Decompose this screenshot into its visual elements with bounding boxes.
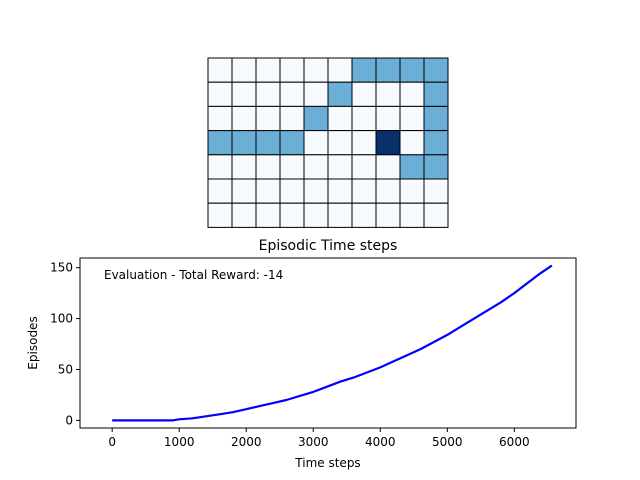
grid-cell-empty xyxy=(303,81,329,107)
series-line xyxy=(112,264,553,422)
grid-cell-path xyxy=(423,154,449,180)
y-tick-label: 100 xyxy=(50,312,73,326)
grid-cell-path xyxy=(423,105,449,132)
grid-cell-empty xyxy=(255,154,281,180)
grid-cell-empty xyxy=(231,105,257,132)
grid-cell-empty xyxy=(327,202,353,228)
grid-cell-empty xyxy=(231,81,257,107)
y-axis-ticks: 0 50 100 150 xyxy=(50,261,80,427)
grid-cell-empty xyxy=(399,105,425,132)
grid-cell-path xyxy=(207,130,233,156)
grid-cell-empty xyxy=(279,105,305,132)
plot-frame xyxy=(79,257,577,429)
grid-cell-empty xyxy=(375,105,401,132)
grid-cell-path xyxy=(399,57,425,83)
grid-cell-empty xyxy=(399,130,425,156)
grid-cell-empty xyxy=(327,178,353,204)
grid-cell-empty xyxy=(399,202,425,228)
grid-cell-path xyxy=(255,130,281,156)
grid-cell-path xyxy=(303,105,329,132)
grid-cell-empty xyxy=(207,105,233,132)
grid-cell-empty xyxy=(351,81,377,107)
grid-cell-empty xyxy=(351,178,377,204)
y-axis-label: Episodes xyxy=(26,316,40,369)
x-tick-label: 4000 xyxy=(365,435,396,449)
grid-cell-path xyxy=(351,57,377,83)
grid-cell-empty xyxy=(207,178,233,204)
reward-annotation: Evaluation - Total Reward: -14 xyxy=(104,268,283,282)
x-tick-label: 5000 xyxy=(432,435,463,449)
y-tick-label: 50 xyxy=(58,362,73,376)
grid-cell-path xyxy=(399,154,425,180)
grid-cell-empty xyxy=(423,202,449,228)
grid-cell-path xyxy=(423,130,449,156)
grid-cell-empty xyxy=(255,105,281,132)
grid-cell-empty xyxy=(399,81,425,107)
grid-cell-empty xyxy=(255,202,281,228)
grid-cell-empty xyxy=(327,154,353,180)
grid-cell-empty xyxy=(303,154,329,180)
grid-cell-empty xyxy=(255,178,281,204)
grid-cell-empty xyxy=(399,178,425,204)
grid-cell-empty xyxy=(207,154,233,180)
grid-cell-empty xyxy=(279,81,305,107)
grid-cell-empty xyxy=(375,202,401,228)
grid-cell-empty xyxy=(375,81,401,107)
grid-cell-empty xyxy=(351,130,377,156)
x-tick-label: 0 xyxy=(108,435,116,449)
x-tick-label: 1000 xyxy=(164,435,195,449)
grid-cell-empty xyxy=(423,178,449,204)
grid-cell-path xyxy=(279,130,305,156)
grid-cell-empty xyxy=(327,105,353,132)
grid-cell-empty xyxy=(303,57,329,83)
grid-cell-agent xyxy=(375,130,401,156)
grid-cell-empty xyxy=(303,178,329,204)
grid-cell-empty xyxy=(351,105,377,132)
x-axis-label: Time steps xyxy=(294,456,360,470)
x-tick-label: 2000 xyxy=(231,435,262,449)
y-tick-label: 0 xyxy=(65,413,73,427)
x-axis-ticks: 0 1000 2000 3000 4000 5000 6000 xyxy=(108,428,530,449)
grid-cell-empty xyxy=(327,57,353,83)
grid-cell-empty xyxy=(351,202,377,228)
grid-cell-empty xyxy=(279,154,305,180)
grid-cell-empty xyxy=(279,202,305,228)
grid-cell-path xyxy=(327,81,353,107)
grid-cell-empty xyxy=(375,178,401,204)
grid-cell-empty xyxy=(327,130,353,156)
x-tick-label: 3000 xyxy=(298,435,329,449)
grid-cell-empty xyxy=(231,154,257,180)
grid-cell-path xyxy=(231,130,257,156)
grid-cell-empty xyxy=(207,81,233,107)
grid-cell-path xyxy=(375,57,401,83)
grid-cell-empty xyxy=(279,57,305,83)
grid-cell-empty xyxy=(303,130,329,156)
grid-cell-empty xyxy=(255,81,281,107)
y-tick-label: 150 xyxy=(50,261,73,275)
line-chart: 0 1000 2000 3000 4000 5000 6000 0 50 100 150 Eval… xyxy=(26,257,577,470)
grid-cell-empty xyxy=(231,57,257,83)
grid-cell-empty xyxy=(231,178,257,204)
grid-cell-empty xyxy=(351,154,377,180)
x-tick-label: 6000 xyxy=(499,435,530,449)
grid-cell-empty xyxy=(255,57,281,83)
gridworld-heatmap xyxy=(207,57,449,228)
line-chart-title: Episodic Time steps xyxy=(259,238,398,254)
grid-cell-path xyxy=(423,57,449,83)
grid-cell-empty xyxy=(375,154,401,180)
grid-cell-empty xyxy=(207,57,233,83)
grid-cell-empty xyxy=(279,178,305,204)
grid-cell-empty xyxy=(303,202,329,228)
grid-cell-empty xyxy=(207,202,233,228)
grid-cell-empty xyxy=(231,202,257,228)
grid-cell-path xyxy=(423,81,449,107)
